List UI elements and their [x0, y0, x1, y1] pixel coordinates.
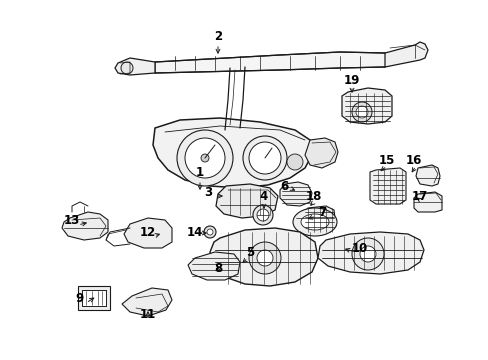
Circle shape: [206, 229, 213, 235]
Circle shape: [359, 246, 375, 262]
Polygon shape: [415, 165, 439, 186]
Text: 4: 4: [259, 189, 267, 202]
Text: 5: 5: [245, 247, 254, 260]
Circle shape: [248, 242, 281, 274]
Text: 15: 15: [378, 154, 394, 167]
Circle shape: [248, 142, 281, 174]
Bar: [78, 286, 110, 310]
Text: 13: 13: [64, 213, 80, 226]
Polygon shape: [216, 184, 278, 218]
Circle shape: [201, 154, 208, 162]
Polygon shape: [153, 118, 311, 188]
Text: 1: 1: [196, 166, 203, 180]
Polygon shape: [115, 58, 155, 75]
Polygon shape: [62, 212, 108, 240]
Text: 19: 19: [343, 73, 360, 86]
Text: 2: 2: [214, 31, 222, 44]
Polygon shape: [280, 182, 311, 206]
Text: 11: 11: [140, 307, 156, 320]
Ellipse shape: [301, 214, 328, 230]
Circle shape: [286, 154, 303, 170]
Polygon shape: [302, 206, 335, 232]
Circle shape: [351, 102, 371, 122]
Circle shape: [351, 238, 383, 270]
Polygon shape: [369, 168, 405, 204]
Bar: [82, 290, 106, 306]
Circle shape: [243, 136, 286, 180]
Circle shape: [121, 62, 133, 74]
Circle shape: [252, 205, 272, 225]
Polygon shape: [122, 288, 172, 316]
Circle shape: [257, 250, 272, 266]
Polygon shape: [413, 192, 441, 212]
Text: 18: 18: [305, 189, 322, 202]
Polygon shape: [209, 228, 317, 286]
Polygon shape: [317, 232, 423, 274]
Text: 12: 12: [140, 226, 156, 239]
Circle shape: [355, 106, 367, 118]
Text: 8: 8: [213, 261, 222, 274]
Circle shape: [203, 226, 216, 238]
Polygon shape: [341, 88, 391, 124]
Ellipse shape: [292, 208, 336, 236]
Circle shape: [177, 130, 232, 186]
Polygon shape: [187, 252, 240, 280]
Text: 14: 14: [186, 226, 203, 239]
Text: 10: 10: [351, 242, 367, 255]
Circle shape: [257, 209, 268, 221]
Polygon shape: [124, 218, 172, 248]
Polygon shape: [384, 42, 427, 67]
Text: 7: 7: [317, 207, 325, 220]
Text: 17: 17: [411, 189, 427, 202]
Text: 3: 3: [203, 186, 212, 199]
Polygon shape: [155, 52, 389, 73]
Text: 16: 16: [405, 154, 421, 167]
Circle shape: [184, 138, 224, 178]
Polygon shape: [305, 138, 337, 168]
Text: 6: 6: [279, 180, 287, 193]
Text: 9: 9: [76, 292, 84, 305]
